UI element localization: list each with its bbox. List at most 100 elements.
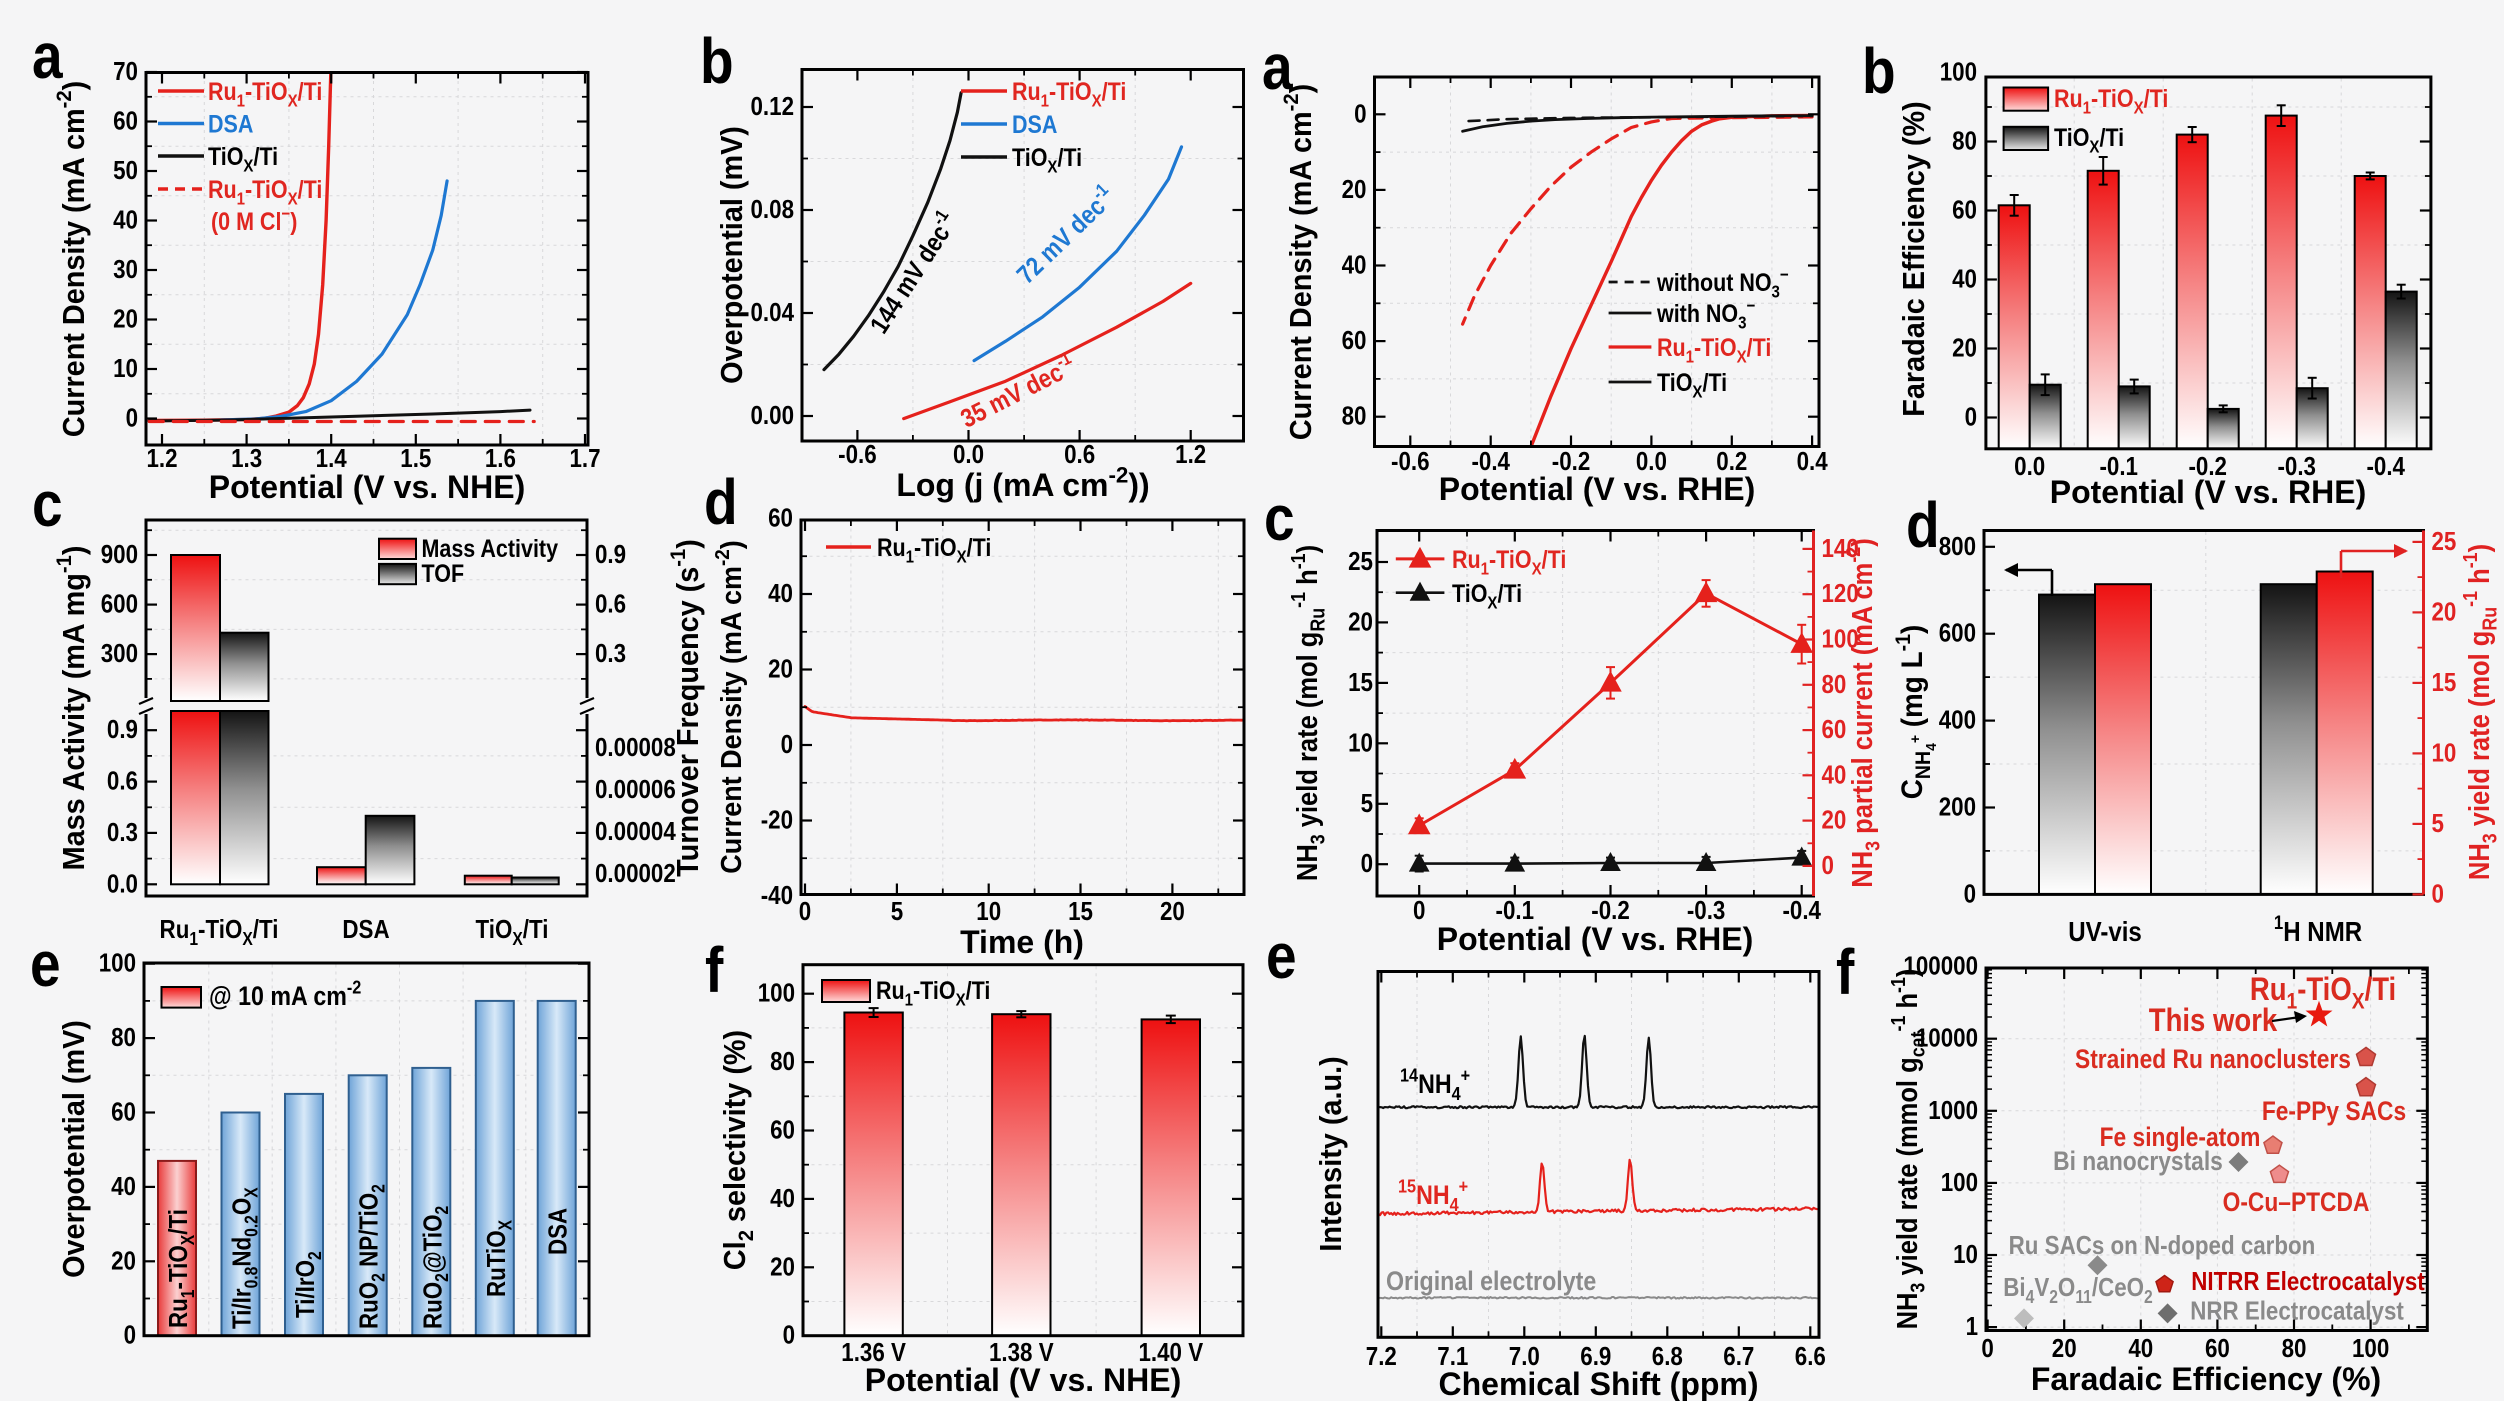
svg-text:0.9: 0.9 <box>107 716 138 745</box>
svg-text:e: e <box>30 928 61 1000</box>
svg-text:120: 120 <box>1822 580 1859 609</box>
svg-text:0.00002: 0.00002 <box>595 859 676 888</box>
svg-text:1: 1 <box>1966 1313 1978 1342</box>
svg-text:80: 80 <box>111 1024 136 1053</box>
svg-text:1000: 1000 <box>1928 1096 1978 1125</box>
svg-text:Ru1-TiOX/Ti: Ru1-TiOX/Ti <box>208 175 322 208</box>
svg-text:0.4: 0.4 <box>1797 447 1829 476</box>
svg-text:0: 0 <box>126 404 138 433</box>
svg-text:Fe-PPy SACs: Fe-PPy SACs <box>2262 1097 2406 1126</box>
svg-text:Potential (V vs. NHE): Potential (V vs. NHE) <box>865 1362 1182 1398</box>
svg-text:Strained Ru nanoclusters: Strained Ru nanoclusters <box>2075 1045 2351 1074</box>
svg-text:100: 100 <box>1822 625 1859 654</box>
svg-text:15: 15 <box>2432 668 2457 697</box>
svg-text:0.9: 0.9 <box>595 540 626 569</box>
svg-text:RuO2@TiO2: RuO2@TiO2 <box>419 1206 453 1329</box>
svg-text:60: 60 <box>768 504 793 533</box>
svg-text:60: 60 <box>111 1098 136 1127</box>
svg-text:100000: 100000 <box>1903 952 1978 981</box>
svg-text:10: 10 <box>976 897 1001 926</box>
svg-text:0.0: 0.0 <box>1636 447 1667 476</box>
svg-text:100: 100 <box>99 949 136 978</box>
svg-text:0.0: 0.0 <box>953 440 984 469</box>
svg-text:40: 40 <box>113 206 138 235</box>
svg-text:Overpotential (mV): Overpotential (mV) <box>715 126 749 384</box>
svg-text:0.00: 0.00 <box>751 401 794 430</box>
svg-text:UV-vis: UV-vis <box>2068 915 2142 947</box>
svg-text:80: 80 <box>1822 670 1847 699</box>
svg-text:Ru1-TiOX/Ti: Ru1-TiOX/Ti <box>876 976 990 1009</box>
svg-text:1.2: 1.2 <box>1175 440 1206 469</box>
svg-text:5: 5 <box>891 897 903 926</box>
svg-text:c: c <box>32 468 63 540</box>
svg-text:1.38 V: 1.38 V <box>989 1338 1054 1367</box>
svg-text:20: 20 <box>2432 598 2457 627</box>
svg-text:without NO3−: without NO3− <box>1656 265 1789 301</box>
svg-text:TiOX/Ti: TiOX/Ti <box>1012 143 1082 176</box>
svg-text:20: 20 <box>2052 1334 2077 1363</box>
svg-text:Ru SACs on N-doped carbon: Ru SACs on N-doped carbon <box>2009 1231 2316 1260</box>
svg-text:TiOX/Ti: TiOX/Ti <box>476 915 549 949</box>
svg-text:Ru1-TiOX/Ti: Ru1-TiOX/Ti <box>208 77 322 110</box>
svg-text:20: 20 <box>1160 897 1185 926</box>
svg-text:15NH4+: 15NH4+ <box>1398 1175 1468 1215</box>
svg-text:0: 0 <box>1981 1334 1993 1363</box>
svg-text:Ru1-TiOX/Ti: Ru1-TiOX/Ti <box>160 915 279 949</box>
svg-text:0.6: 0.6 <box>595 590 626 619</box>
svg-text:140: 140 <box>1822 534 1859 563</box>
svg-text:b: b <box>1862 35 1896 107</box>
svg-text:60: 60 <box>1342 327 1367 356</box>
svg-text:40: 40 <box>2128 1334 2153 1363</box>
svg-text:60: 60 <box>2205 1334 2230 1363</box>
svg-text:0.0: 0.0 <box>2014 452 2045 481</box>
svg-text:70: 70 <box>113 57 138 86</box>
svg-text:Chemical Shift (ppm): Chemical Shift (ppm) <box>1438 1366 1758 1401</box>
svg-text:0: 0 <box>1354 100 1366 129</box>
svg-text:100: 100 <box>758 979 795 1008</box>
svg-text:0: 0 <box>1413 896 1425 925</box>
svg-text:100: 100 <box>1940 58 1977 87</box>
svg-text:-20: -20 <box>761 806 793 835</box>
svg-text:RuTiOX: RuTiOX <box>482 1219 516 1297</box>
svg-text:Faradaic Efficiency (%): Faradaic Efficiency (%) <box>1897 101 1931 417</box>
svg-text:DSA: DSA <box>1012 110 1058 138</box>
svg-text:-0.1: -0.1 <box>1496 896 1535 925</box>
svg-text:-0.2: -0.2 <box>2188 452 2227 481</box>
svg-text:Current Density (mA cm-2): Current Density (mA cm-2) <box>711 540 747 873</box>
svg-text:0.6: 0.6 <box>107 767 138 796</box>
svg-text:-40: -40 <box>761 881 793 910</box>
svg-text:40: 40 <box>1342 251 1367 280</box>
svg-text:30: 30 <box>113 255 138 284</box>
svg-text:DSA: DSA <box>342 915 389 944</box>
svg-text:NH3 yield rate (mmol gcat-1 h-: NH3 yield rate (mmol gcat-1 h-1) <box>1888 969 1930 1330</box>
svg-text:a: a <box>32 20 63 92</box>
svg-text:0: 0 <box>1822 851 1834 880</box>
svg-text:f: f <box>1836 936 1854 1008</box>
svg-text:6.7: 6.7 <box>1723 1342 1754 1371</box>
svg-text:f: f <box>705 934 723 1006</box>
svg-text:1.4: 1.4 <box>316 444 348 473</box>
svg-text:-0.3: -0.3 <box>1687 896 1726 925</box>
svg-text:1.36 V: 1.36 V <box>841 1338 906 1367</box>
svg-text:-0.1: -0.1 <box>2099 452 2138 481</box>
svg-text:-0.2: -0.2 <box>1591 896 1630 925</box>
svg-text:7.1: 7.1 <box>1437 1342 1468 1371</box>
svg-text:0.2: 0.2 <box>1716 447 1747 476</box>
svg-text:10000: 10000 <box>1916 1024 1978 1053</box>
svg-text:0: 0 <box>1964 880 1976 909</box>
svg-text:d: d <box>1906 489 1940 561</box>
svg-text:400: 400 <box>1939 706 1976 735</box>
svg-text:Overpotential (mV): Overpotential (mV) <box>57 1020 91 1278</box>
svg-text:60: 60 <box>770 1116 795 1145</box>
svg-text:600: 600 <box>1939 619 1976 648</box>
svg-text:5: 5 <box>1361 789 1373 818</box>
svg-text:800: 800 <box>1939 532 1976 561</box>
svg-text:O-Cu–PTCDA: O-Cu–PTCDA <box>2223 1188 2370 1217</box>
svg-text:0: 0 <box>124 1321 136 1350</box>
svg-text:e: e <box>1266 920 1297 992</box>
svg-text:100: 100 <box>2352 1334 2389 1363</box>
svg-text:10: 10 <box>1348 729 1373 758</box>
svg-text:Ti/IrO2: Ti/IrO2 <box>291 1251 325 1318</box>
svg-text:Potential (V vs. RHE): Potential (V vs. RHE) <box>1439 471 1756 507</box>
svg-text:25: 25 <box>1348 547 1373 576</box>
